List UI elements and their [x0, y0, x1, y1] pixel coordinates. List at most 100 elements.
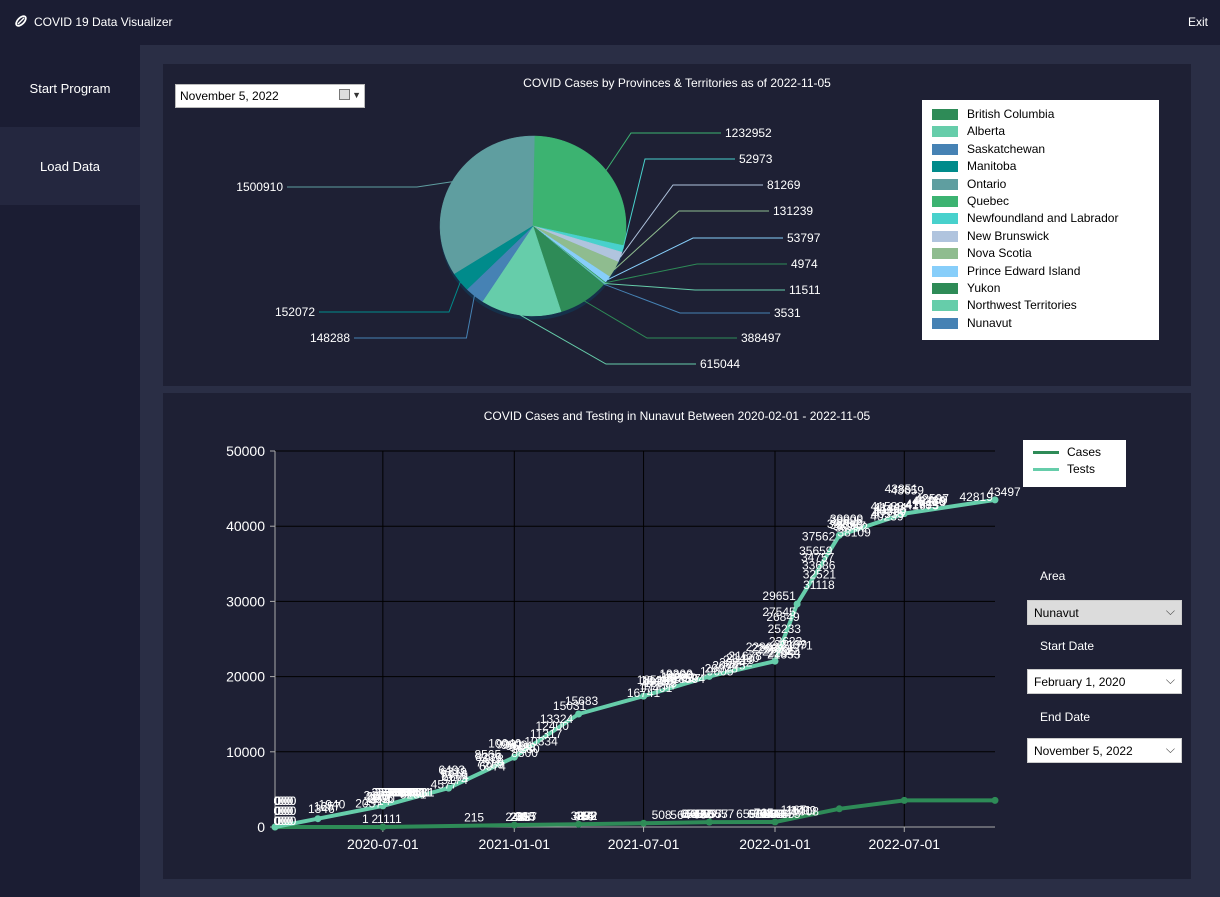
data-label: 8800: [511, 746, 538, 760]
data-label: 0: [274, 804, 281, 818]
data-point-cases: [379, 823, 387, 831]
pie-leader-yukon: [605, 263, 787, 284]
data-label: 18513: [637, 673, 671, 687]
legend-label: Saskatchewan: [967, 141, 1046, 156]
data-label: 1: [383, 812, 390, 826]
legend-swatch: [932, 161, 958, 173]
data-label: 0: [274, 814, 281, 828]
exit-button[interactable]: Exit: [1187, 15, 1208, 29]
data-label: 0: [284, 794, 291, 808]
data-label: 0: [284, 794, 291, 808]
legend-label: New Brunswick: [967, 228, 1050, 243]
legend-swatch-cases: [1033, 451, 1059, 454]
data-label: 0: [274, 794, 281, 808]
data-label: 244: [505, 810, 525, 824]
data-label: 0: [281, 814, 288, 828]
legend-swatch: [932, 248, 958, 260]
data-label: 23071: [779, 639, 813, 653]
data-label: 7239: [477, 758, 504, 772]
data-label: 0: [274, 794, 281, 808]
data-label: 0: [274, 794, 281, 808]
x-tick-label: 2020-07-01: [347, 836, 419, 852]
data-label: 18657: [667, 672, 701, 686]
pie-date-picker[interactable]: November 5, 2022 ▼: [175, 84, 365, 108]
data-label: 676: [768, 807, 788, 821]
chevron-down-icon: ⌵: [1165, 604, 1175, 618]
data-label: 19300: [659, 667, 693, 681]
data-label: 9809: [501, 738, 528, 752]
y-tick-label: 0: [257, 819, 265, 835]
data-label: 20028: [705, 661, 739, 675]
data-label: 0: [278, 794, 285, 808]
data-point-cases: [640, 819, 648, 827]
data-label: 674: [747, 807, 767, 821]
data-point-tests: [771, 657, 779, 665]
data-label: 3531: [381, 785, 408, 799]
data-label: 10334: [524, 734, 558, 748]
area-select[interactable]: Nunavut ⌵: [1027, 600, 1182, 625]
data-label: 688: [763, 807, 783, 821]
data-label: 3531: [402, 785, 429, 799]
line-legend: Cases Tests: [1023, 440, 1126, 487]
data-label: 0: [287, 794, 294, 808]
pie-label-manitoba: 152072: [275, 305, 315, 319]
data-label: 0: [275, 814, 282, 828]
x-tick-label: 2021-01-01: [478, 836, 550, 852]
data-label: 13324: [540, 712, 574, 726]
legend-label: Manitoba: [967, 159, 1017, 174]
data-label: 508: [652, 808, 672, 822]
legend-label-cases: Cases: [1067, 445, 1102, 459]
data-label: 0: [274, 814, 281, 828]
data-label: 18889: [661, 670, 695, 684]
data-label: 0: [274, 794, 281, 808]
data-label: 0: [274, 804, 281, 818]
legend-label: Alberta: [967, 124, 1006, 139]
pie-label-british-columbia: 388497: [741, 331, 781, 345]
y-tick-label: 10000: [226, 744, 265, 760]
y-tick-label: 50000: [226, 443, 265, 459]
data-label: 3531: [390, 785, 417, 799]
data-label: 0: [274, 804, 281, 818]
data-label: 3531: [399, 785, 426, 799]
data-label: 0: [287, 804, 294, 818]
data-label: 18253: [642, 675, 676, 689]
data-label: 395: [577, 809, 597, 823]
data-label: 0: [274, 794, 281, 808]
data-label: 372: [578, 809, 598, 823]
start-date-picker[interactable]: February 1, 2020 ⌵: [1027, 669, 1182, 694]
data-point-cases: [705, 818, 713, 826]
data-label: 3531: [396, 785, 423, 799]
load-data-button[interactable]: Load Data: [0, 127, 140, 205]
data-label: 657: [708, 807, 728, 821]
data-label: 20842: [719, 655, 753, 669]
start-program-button[interactable]: Start Program: [0, 49, 140, 127]
data-point-cases: [575, 820, 583, 828]
legend-swatch-tests: [1033, 468, 1059, 471]
data-label: 657: [702, 807, 722, 821]
data-label: 0: [284, 814, 291, 828]
data-label: 5916: [441, 768, 468, 782]
pie-legend: British Columbia Alberta Saskatchewan Manit…: [922, 100, 1159, 340]
data-label: 0: [278, 794, 285, 808]
data-label: 34757: [801, 551, 835, 565]
pie-leader-new-brunswick: [619, 184, 763, 258]
data-label: 657: [714, 807, 734, 821]
series-line-cases: [275, 798, 995, 829]
data-label: 3531: [387, 785, 414, 799]
data-label: 3531: [387, 785, 414, 799]
data-label: 0: [274, 814, 281, 828]
data-label: 40535: [871, 507, 905, 521]
data-label: 658: [694, 807, 714, 821]
title-bar: COVID 19 Data Visualizer Exit: [0, 0, 1220, 45]
end-date-picker[interactable]: November 5, 2022 ⌵: [1027, 738, 1182, 763]
data-label: 43497: [987, 485, 1021, 499]
data-label: 18594: [672, 672, 706, 686]
data-label: 38967: [833, 519, 867, 533]
data-label: 42819: [960, 490, 994, 504]
data-label: 0: [274, 804, 281, 818]
data-label: 17754: [642, 679, 676, 693]
data-label: 0: [281, 794, 288, 808]
data-label: 39251: [827, 517, 861, 531]
data-label: 5174: [441, 773, 468, 787]
area-label: Area: [1040, 569, 1066, 583]
